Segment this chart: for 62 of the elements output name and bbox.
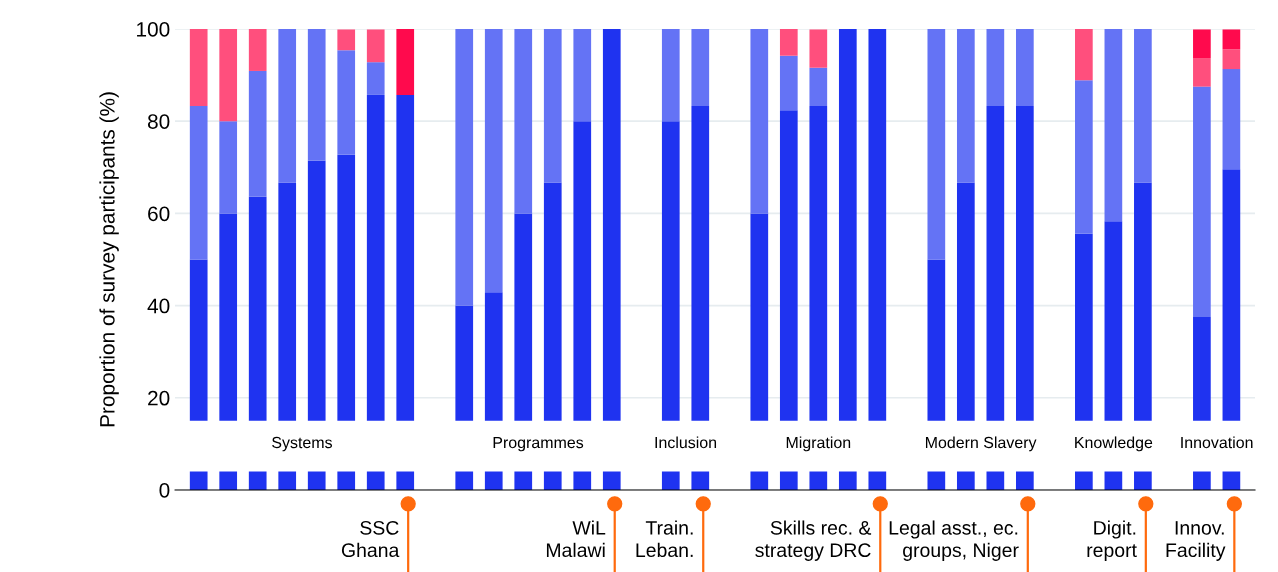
bar: [1016, 29, 1034, 106]
text: SSC Ghana: [341, 520, 400, 558]
bar: [602, 29, 621, 490]
bar: [779, 55, 798, 111]
annotation: Inclusion: [655, 436, 717, 449]
bar: [396, 29, 415, 95]
y-tick-label: 40: [147, 298, 170, 314]
annotation: Migration: [786, 436, 851, 452]
bar: [484, 29, 503, 293]
bar: [1134, 29, 1152, 183]
bar: [1075, 29, 1093, 81]
annotation: Innovation: [1181, 436, 1253, 449]
bar: [219, 29, 238, 122]
bar: [307, 29, 326, 161]
bar: [337, 50, 356, 155]
bar: [455, 29, 474, 306]
bar: [691, 29, 710, 106]
text: Skills rec. & strategy DRC: [755, 520, 872, 561]
bar: [1222, 29, 1241, 50]
text: WiL Malawi: [546, 520, 606, 558]
bar: [809, 67, 828, 106]
bar: [1104, 29, 1123, 222]
bar: [1075, 80, 1093, 234]
bar: [1193, 86, 1211, 318]
annotation: Modern Slavery: [925, 436, 1037, 452]
bar: [543, 29, 562, 183]
bar: [750, 29, 769, 214]
y-tick-label: 0: [159, 482, 170, 498]
bar: [1222, 69, 1241, 170]
y-tick-label: 60: [148, 206, 170, 222]
bar: [248, 29, 267, 71]
bar: [189, 105, 208, 260]
bar: [1193, 58, 1211, 87]
bar: [809, 29, 828, 68]
bar: [278, 29, 297, 183]
bar: [573, 29, 592, 122]
bar: [661, 29, 680, 122]
annotation: Systems: [272, 436, 332, 452]
bar: [1222, 49, 1241, 70]
y-tick-label: 80: [147, 114, 170, 129]
bar: [956, 29, 975, 183]
text: Legal asst., ec. groups, Niger: [889, 520, 1019, 561]
annotation: Programmes: [493, 437, 584, 452]
bar: [219, 121, 238, 214]
bar: [189, 29, 208, 106]
text: Innov. Facility: [1166, 521, 1226, 561]
annotation: Knowledge: [1075, 436, 1153, 452]
y-tick-label: 100: [137, 22, 170, 37]
bar: [1193, 29, 1211, 59]
y-tick-label: 20: [148, 390, 170, 406]
bar: [337, 29, 356, 51]
y-axis-title: Proportion of survey participants (%): [99, 92, 119, 427]
bar: [779, 29, 798, 56]
bar: [927, 29, 946, 260]
text: Train. Leban.: [636, 520, 693, 558]
bar: [514, 29, 533, 214]
bar: [868, 29, 887, 490]
text: Digit. report: [1087, 520, 1137, 561]
bar: [366, 62, 385, 95]
bar: [248, 70, 267, 197]
bar: [366, 29, 385, 63]
bar: [986, 29, 1005, 106]
